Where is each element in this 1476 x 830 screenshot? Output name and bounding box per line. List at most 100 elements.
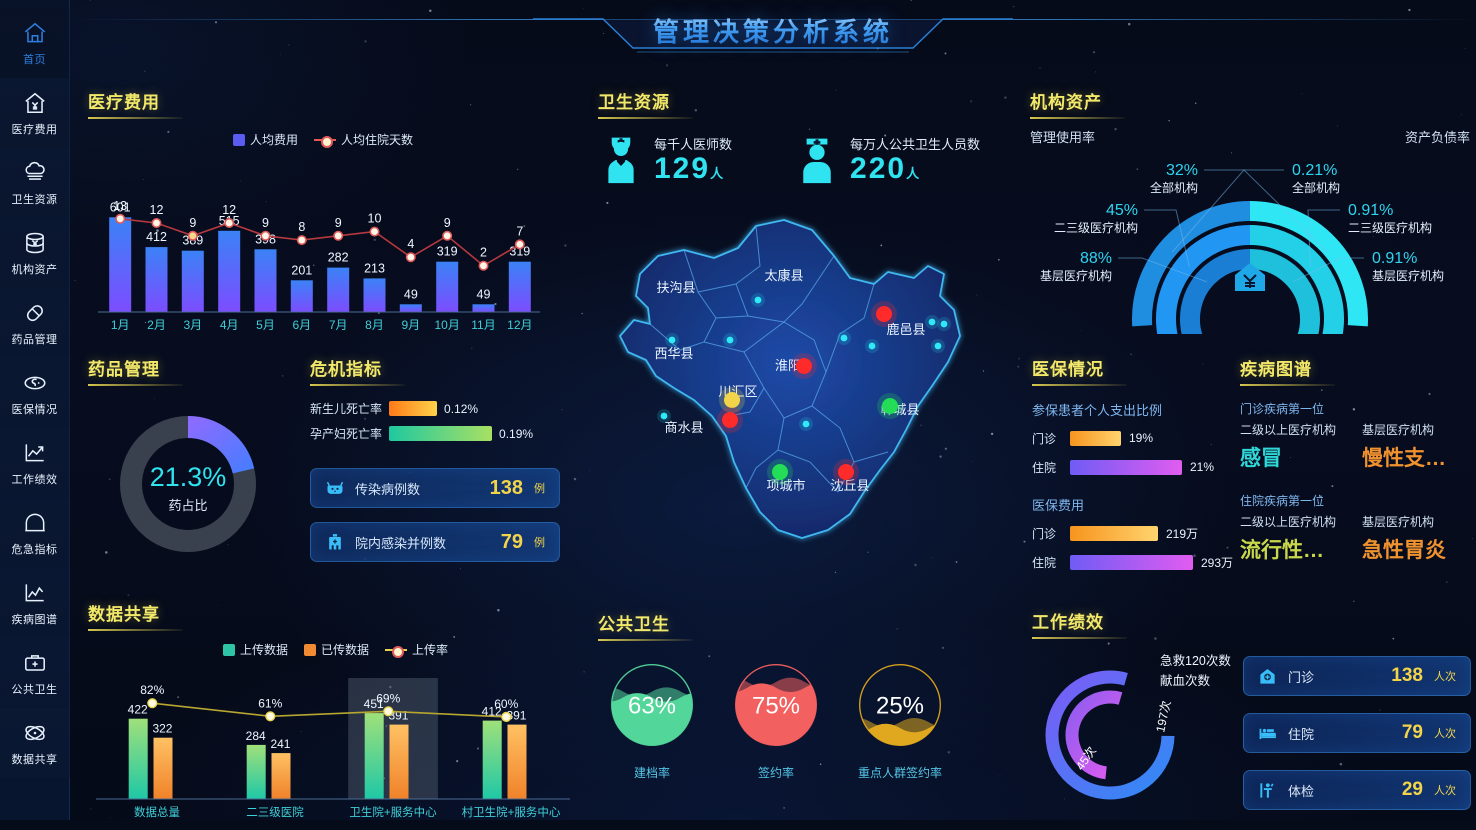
sidebar-item-public-health[interactable]: 公共卫生 bbox=[0, 638, 70, 708]
insurance-panel: 医保情况 参保患者个人支出比例 门诊 19% 住院 21% 医保费用 门诊 21… bbox=[1032, 355, 1237, 590]
bar-label: 门诊 bbox=[1032, 526, 1057, 541]
svg-text:2: 2 bbox=[480, 246, 487, 260]
bar-track bbox=[1070, 459, 1182, 475]
bar-label: 门诊 bbox=[1032, 431, 1057, 446]
virus-icon bbox=[326, 481, 344, 494]
svg-text:村卫生院+服务中心: 村卫生院+服务中心 bbox=[462, 805, 561, 819]
disease-group-head: 住院疾病第一位 bbox=[1240, 494, 1325, 508]
sidebar-item-assets[interactable]: 机构资产 bbox=[0, 218, 70, 288]
crisis-box-unit: 例 bbox=[534, 483, 545, 495]
stat-card-checkup[interactable]: 体检 29 人次 bbox=[1243, 770, 1471, 810]
svg-text:9: 9 bbox=[189, 216, 196, 230]
sidebar: 首页 医疗费用 卫生资源 机构资产 bbox=[0, 0, 70, 820]
insurance-group2-title: 医保费用 bbox=[1032, 498, 1085, 513]
stat-unit: 人 bbox=[710, 165, 724, 181]
svg-text:项城市: 项城市 bbox=[766, 478, 805, 493]
sidebar-item-crisis[interactable]: 危急指标 bbox=[0, 498, 70, 568]
svg-text:淮阳: 淮阳 bbox=[775, 358, 801, 373]
svg-text:82%: 82% bbox=[140, 683, 164, 697]
legend-item-uploaded: 已传数据 bbox=[303, 641, 369, 658]
svg-text:4月: 4月 bbox=[220, 318, 239, 332]
svg-text:太康县: 太康县 bbox=[764, 268, 803, 283]
clinic-icon bbox=[1260, 668, 1275, 684]
gauge-key-population-rate: 25% 重点人群签约率 bbox=[852, 657, 948, 781]
sidebar-item-home[interactable]: 首页 bbox=[0, 8, 70, 78]
stat-card-inpatient[interactable]: 住院 79 人次 bbox=[1243, 713, 1471, 753]
page-title: 管理决策分析系统 bbox=[653, 12, 893, 49]
svg-text:扶沟县: 扶沟县 bbox=[656, 280, 695, 295]
drug-title: 药品管理 bbox=[88, 360, 160, 379]
svg-text:241: 241 bbox=[270, 737, 290, 751]
sidebar-item-disease[interactable]: 疾病图谱 bbox=[0, 568, 70, 638]
map-panel[interactable]: 扶沟县 太康县 西华县 淮阳 川汇区 商水县 鹿邑县 郸城县 项城市 沈丘县 bbox=[588, 200, 1008, 600]
sidebar-item-medical-cost[interactable]: 医疗费用 bbox=[0, 78, 70, 148]
sidebar-item-performance[interactable]: 工作绩效 bbox=[0, 428, 70, 498]
svg-text:8月: 8月 bbox=[365, 318, 384, 332]
svg-text:药占比: 药占比 bbox=[168, 498, 207, 513]
database-yuan-icon bbox=[25, 232, 44, 253]
stat-cards-panel: 门诊 138 人次 住院 79 人次 体检 29 bbox=[1243, 656, 1471, 816]
stat-card-value: 138 bbox=[1391, 665, 1423, 686]
bar-value: 219万 bbox=[1166, 526, 1199, 541]
svg-text:61%: 61% bbox=[258, 696, 282, 710]
sidebar-item-data-share[interactable]: 数据共享 bbox=[0, 708, 70, 778]
crisis-panel: 危机指标 新生儿死亡率 0.12% 孕产妇死亡率 0.19% 传染病例数 bbox=[310, 355, 560, 585]
drug-title-wrap: 药品管理 bbox=[88, 355, 303, 388]
medical-cost-panel: 医疗费用 人均费用 人均住院天数 60141238951539820128221… bbox=[88, 88, 558, 343]
svg-text:9: 9 bbox=[444, 216, 451, 230]
legend-swatch bbox=[314, 135, 336, 148]
disease-group-inpatient: 住院疾病第一位 二级以上医疗机构 流行性… 基层医疗机构 急性胃炎 bbox=[1240, 492, 1476, 564]
svg-text:7: 7 bbox=[516, 224, 523, 238]
svg-text:10: 10 bbox=[368, 212, 382, 226]
sidebar-item-insurance[interactable]: 医保情况 bbox=[0, 358, 70, 428]
assets-arc-chart: 32%全部机构45%二三级医疗机构88%基层医疗机构0.21%全部机构0.91%… bbox=[1040, 162, 1444, 385]
svg-text:二三级医疗机构: 二三级医疗机构 bbox=[1054, 220, 1138, 235]
stat-public-health-staff: 每万人公共卫生人员数 220人 bbox=[794, 133, 980, 185]
svg-text:12: 12 bbox=[150, 203, 164, 217]
public-health-title-wrap: 公共卫生 bbox=[598, 610, 1008, 643]
bed-icon bbox=[1259, 728, 1276, 739]
svg-text:322: 322 bbox=[152, 722, 172, 736]
svg-text:数据总量: 数据总量 bbox=[134, 805, 180, 819]
cloud-icon bbox=[24, 161, 45, 180]
crisis-box-infectious[interactable]: 传染病例数 138 例 bbox=[310, 468, 560, 508]
sidebar-item-health-resource[interactable]: 卫生资源 bbox=[0, 148, 70, 218]
disease-title-wrap: 疾病图谱 bbox=[1240, 355, 1476, 388]
crisis-bar-value: 0.19% bbox=[499, 426, 534, 441]
crisis-box-nosocomial[interactable]: 院内感染并例数 79 例 bbox=[310, 522, 560, 562]
svg-text:9: 9 bbox=[335, 216, 342, 230]
stat-doctors-per-1000: 每千人医师数 129人 bbox=[598, 133, 732, 185]
performance-panel: 工作绩效 急救120次数 献血次数 197次 45次 bbox=[1032, 608, 1242, 818]
gauge-record-rate: 63% 建档率 bbox=[604, 657, 700, 781]
stat-card-unit: 人次 bbox=[1434, 785, 1456, 797]
medical-cost-title-wrap: 医疗费用 bbox=[88, 88, 558, 121]
svg-text:319: 319 bbox=[437, 245, 458, 259]
sidebar-item-label: 疾病图谱 bbox=[11, 613, 58, 626]
sidebar-item-drug[interactable]: 药品管理 bbox=[0, 288, 70, 358]
line-chart-icon bbox=[25, 583, 44, 601]
svg-text:25%: 25% bbox=[876, 693, 924, 720]
disease-org: 基层医疗机构 bbox=[1362, 423, 1435, 437]
disease-name: 慢性支… bbox=[1362, 447, 1446, 470]
title-underline bbox=[1032, 637, 1127, 639]
title-underline bbox=[88, 384, 183, 386]
gauge-label: 重点人群签约率 bbox=[857, 766, 942, 780]
svg-text:10月: 10月 bbox=[434, 318, 459, 332]
svg-text:0.91%: 0.91% bbox=[1348, 202, 1393, 219]
data-share-title: 数据共享 bbox=[88, 605, 160, 624]
insurance-title: 医保情况 bbox=[1032, 360, 1104, 379]
bar-track bbox=[1070, 430, 1121, 446]
assets-title-wrap: 机构资产 bbox=[1030, 88, 1470, 121]
gauge-signing-rate: 75% 签约率 bbox=[728, 657, 824, 781]
share-atom-icon bbox=[24, 725, 45, 740]
svg-text:75%: 75% bbox=[752, 693, 800, 720]
stat-label: 每千人医师数 bbox=[654, 136, 733, 152]
drug-donut-chart: 21.3% 药占比 bbox=[120, 416, 256, 552]
medical-cost-chart: 6014123895153982012822134931949319131291… bbox=[98, 199, 540, 332]
stat-card-outpatient[interactable]: 门诊 138 人次 bbox=[1243, 656, 1471, 696]
legend-item-rate: 上传率 bbox=[385, 641, 448, 658]
svg-text:49: 49 bbox=[477, 287, 491, 301]
